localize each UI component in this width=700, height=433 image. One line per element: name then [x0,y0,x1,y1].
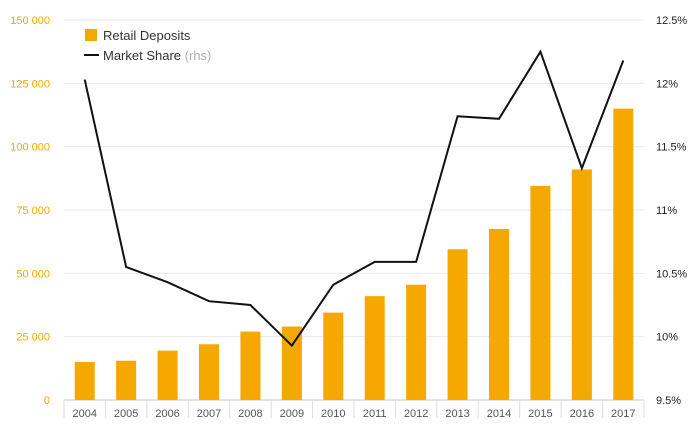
y-right-tick-label: 12.5% [656,15,687,27]
legend-share-name: Market Share [103,48,181,63]
bar-2012 [406,284,427,400]
y-left-tick-label: 0 [44,395,50,407]
x-tick-label: 2015 [528,408,552,420]
deposit-bars [74,108,634,401]
bar-2016 [571,169,592,400]
x-tick-label: 2014 [487,408,511,420]
axes: 0 25 000 50 000 75 000 100 000 125 000 150 000… [10,15,687,420]
bar-2011 [364,296,385,400]
y-left-tick-label: 25 000 [16,332,50,344]
y-left-tick-label: 125 000 [10,78,50,90]
y-right-tick-label: 10.5% [656,268,687,280]
y-right-tick-label: 12% [656,78,678,90]
y-right-tick-label: 10% [656,332,678,344]
x-tick-label: 2016 [570,408,594,420]
x-tick-label: 2017 [611,408,635,420]
x-tick-label: 2013 [445,408,469,420]
legend-deposits-swatch [85,29,97,41]
x-tick-label: 2006 [155,408,179,420]
y-left-tick-label: 75 000 [16,205,50,217]
legend-deposits-label: Retail Deposits [103,28,191,43]
y-left-tick-label: 150 000 [10,15,50,27]
bar-2006 [157,350,178,400]
x-tick-label: 2010 [321,408,345,420]
y-right-tick-label: 11.5% [656,142,687,154]
bar-2010 [323,312,344,400]
y-left-tick-label: 50 000 [16,268,50,280]
y-left-tick-label: 100 000 [10,142,50,154]
bar-2009 [281,326,302,400]
bar-2017 [613,108,634,401]
x-tick-label: 2012 [404,408,428,420]
bar-2005 [116,360,137,400]
gridlines [64,19,644,401]
x-tick-label: 2005 [114,408,138,420]
bar-2007 [199,344,219,400]
x-tick-label: 2007 [197,408,221,420]
x-tick-label: 2008 [238,408,262,420]
market-share-line-group [83,49,625,348]
y-right-tick-label: 11% [656,205,677,217]
bar-2013 [447,249,468,400]
legend-share-label: Market Share (rhs) [103,48,211,63]
bar-2008 [240,331,261,400]
legend-share-suffix: (rhs) [185,48,212,63]
bar-2015 [530,185,551,400]
x-tick-label: 2009 [280,408,304,420]
bar-2004 [74,362,95,400]
market-share-line [83,49,625,348]
y-right-tick-label: 9.5% [656,395,681,407]
bar-2014 [489,229,509,400]
legend: Retail Deposits Market Share (rhs) [84,28,211,63]
x-tick-label: 2011 [363,408,387,420]
x-tick-label: 2004 [72,408,96,420]
